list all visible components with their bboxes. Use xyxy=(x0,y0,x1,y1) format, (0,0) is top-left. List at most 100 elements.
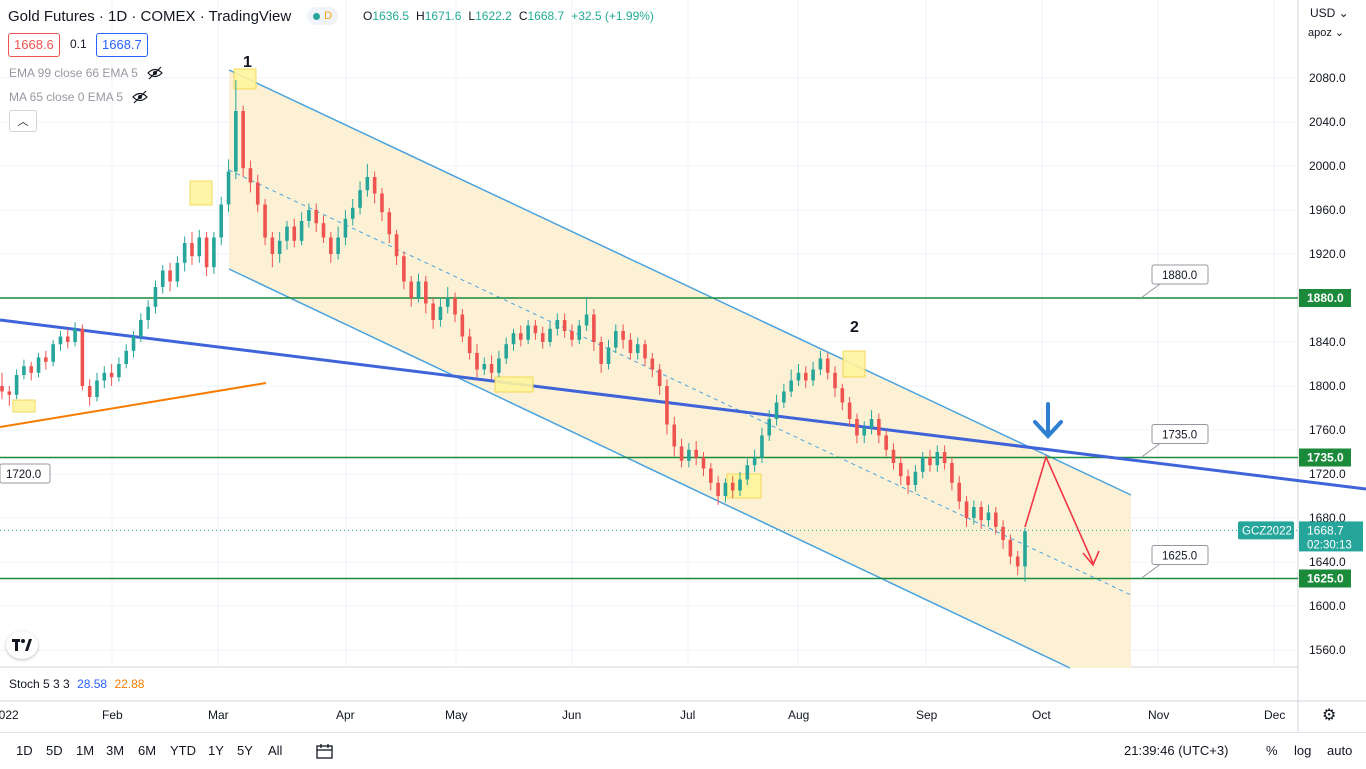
ohlc-key: O xyxy=(363,9,373,23)
candle-body xyxy=(614,331,618,348)
candle-body xyxy=(402,256,406,282)
ema-indicator-legend[interactable]: EMA 99 close 66 EMA 5 xyxy=(9,66,164,80)
symbol-title[interactable]: Gold Futures · 1D · COMEX · TradingView xyxy=(8,7,292,25)
gear-icon[interactable]: ⚙ xyxy=(1322,707,1337,724)
stoch-k-value: 28.58 xyxy=(77,677,108,691)
candle-body xyxy=(226,171,231,205)
candle-up xyxy=(438,298,443,327)
sell-price-button[interactable]: 1668.6 xyxy=(8,33,60,57)
candle-body xyxy=(708,468,713,483)
timeframe-1d[interactable]: 1D xyxy=(16,743,33,758)
candle-up xyxy=(920,452,925,479)
candle-down xyxy=(255,174,260,213)
projection-path xyxy=(1024,454,1094,564)
candle-down xyxy=(833,366,837,397)
candle-down xyxy=(964,496,969,527)
candle-body xyxy=(789,380,793,392)
timeframe-1m[interactable]: 1M xyxy=(76,743,95,758)
currency-selector[interactable]: USD ⌄ xyxy=(1310,6,1349,20)
candle-up xyxy=(497,350,501,378)
date-range-icon[interactable] xyxy=(316,743,334,762)
candle-down xyxy=(168,262,172,292)
candle-body xyxy=(555,320,560,329)
candle-up xyxy=(234,80,238,180)
candle-up xyxy=(95,372,99,402)
spread-value: 0.1 xyxy=(70,37,87,51)
candle-up xyxy=(51,339,55,367)
candle-body xyxy=(796,372,801,381)
projection-arrowhead xyxy=(1082,550,1100,567)
candle-up xyxy=(175,256,180,287)
candle-body xyxy=(825,358,830,373)
symbol-tag xyxy=(1238,521,1294,540)
highlight-box xyxy=(12,399,36,413)
candle-body xyxy=(153,287,158,307)
timeframe-1y[interactable]: 1Y xyxy=(208,743,224,758)
candle-down xyxy=(80,324,85,391)
candle-body xyxy=(774,402,779,419)
candle-down xyxy=(409,276,413,307)
auto-scale-toggle[interactable]: auto xyxy=(1327,743,1353,758)
stoch-indicator-legend[interactable]: Stoch 5 3 3 28.58 22.88 xyxy=(9,677,144,691)
scale-mode-selector[interactable]: apoz ⌄ xyxy=(1308,27,1345,39)
candle-body xyxy=(562,320,567,331)
candle-up xyxy=(760,427,764,463)
candle-body xyxy=(811,369,815,381)
candle-body xyxy=(87,386,92,397)
candle-body xyxy=(891,449,896,463)
candle-body xyxy=(1001,526,1005,540)
candle-down xyxy=(314,203,319,232)
candle-up xyxy=(526,320,530,345)
candle-body xyxy=(424,281,428,304)
candle-down xyxy=(657,364,662,395)
percent-scale-toggle[interactable]: % xyxy=(1266,743,1278,758)
timeframe-6m[interactable]: 6M xyxy=(138,743,157,758)
collapse-legend-button[interactable]: ︿ xyxy=(9,110,37,132)
tradingview-logo[interactable] xyxy=(6,631,38,659)
candle-body xyxy=(760,435,764,458)
candle-body xyxy=(190,243,194,257)
candle-up xyxy=(548,322,552,347)
candle-down xyxy=(475,344,479,378)
candle-down xyxy=(592,309,596,351)
eye-off-icon[interactable] xyxy=(146,66,164,80)
timeframe-all[interactable]: All xyxy=(268,743,283,758)
candle-down xyxy=(562,313,567,338)
candle-body xyxy=(299,221,304,241)
timeframe-5y[interactable]: 5Y xyxy=(237,743,253,758)
candle-down xyxy=(650,353,655,378)
candle-body xyxy=(1008,540,1013,557)
candle-up xyxy=(131,331,136,358)
log-scale-toggle[interactable]: log xyxy=(1294,743,1312,758)
candle-body xyxy=(993,512,998,527)
candle-up xyxy=(212,232,216,274)
candle-body xyxy=(394,234,399,257)
candle-body xyxy=(730,482,735,491)
candle-body xyxy=(453,298,457,315)
candle-down xyxy=(453,292,457,323)
y-tick-label: 1600.0 xyxy=(1309,599,1346,613)
level-callout-label: 1880.0 xyxy=(1162,270,1197,282)
candle-up xyxy=(796,364,801,386)
timeframe-5d[interactable]: 5D xyxy=(46,743,63,758)
timeframe-ytd[interactable]: YTD xyxy=(170,743,196,758)
timeframe-3m[interactable]: 3M xyxy=(106,743,125,758)
candle-down xyxy=(190,232,194,265)
clock-readout[interactable]: 21:39:46 (UTC+3) xyxy=(1124,743,1229,758)
candle-body xyxy=(957,482,962,502)
candle-body xyxy=(803,372,808,381)
candle-body xyxy=(95,380,99,397)
ohlc-value: +32.5 (+1.99%) xyxy=(571,9,654,23)
left-label-box xyxy=(0,463,51,484)
eye-off-icon[interactable] xyxy=(131,90,149,104)
candle-body xyxy=(372,177,377,194)
bar-countdown: 02:30:13 xyxy=(1307,539,1352,551)
candle-body xyxy=(219,204,224,238)
ma-indicator-legend[interactable]: MA 65 close 0 EMA 5 xyxy=(9,90,149,104)
candle-body xyxy=(657,369,662,386)
candle-body xyxy=(329,237,333,254)
buy-price-button[interactable]: 1668.7 xyxy=(96,33,148,57)
market-status-badge[interactable]: D xyxy=(307,7,339,25)
callout-box xyxy=(1151,545,1209,565)
